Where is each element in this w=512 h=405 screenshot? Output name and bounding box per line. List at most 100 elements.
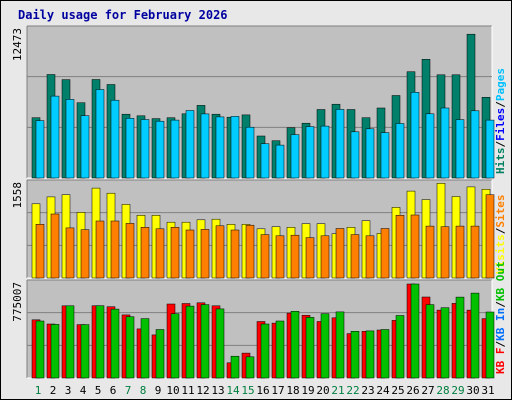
bar-sites-day-30 — [470, 225, 480, 279]
day-label-8: 8 — [140, 384, 147, 397]
bar-kb-out-day-22 — [350, 331, 360, 379]
panel-visits-legend-label: Visits/Sites — [494, 195, 507, 275]
bar-sites-day-11 — [185, 229, 195, 279]
legend-files-text: Files — [494, 108, 507, 141]
panel-kbytes-legend-label: KB F/KB In/KB Out — [494, 261, 507, 374]
bar-kb-out-day-12 — [200, 304, 210, 379]
bar-sites-day-29 — [455, 225, 465, 279]
bar-kb-out-day-14 — [230, 355, 240, 379]
panel-visits: 1558 Visits/Sites — [11, 179, 507, 279]
day-label-26: 26 — [406, 384, 419, 397]
bar-kb-out-day-3 — [65, 305, 75, 379]
day-label-17: 17 — [271, 384, 284, 397]
bar-kb-out-day-8 — [140, 318, 150, 379]
panel-kbytes-ymax-label: 775007 — [11, 282, 24, 322]
legend---text: / — [494, 301, 507, 308]
bar-pages-day-23 — [365, 128, 375, 179]
bar-sites-day-23 — [365, 235, 375, 279]
bar-kb-out-day-24 — [380, 329, 390, 379]
legend-hits-text: Hits — [494, 148, 507, 175]
day-label-15: 15 — [241, 384, 254, 397]
day-label-19: 19 — [301, 384, 314, 397]
bar-pages-day-2 — [50, 95, 60, 179]
bar-pages-day-31 — [485, 119, 495, 179]
bar-pages-day-3 — [65, 99, 75, 179]
bar-pages-day-14 — [230, 116, 240, 179]
bar-kb-out-day-16 — [260, 323, 270, 379]
bar-kb-out-day-4 — [80, 324, 90, 379]
bar-sites-day-10 — [170, 227, 180, 279]
day-labels: 1 2 3 4 5 6 7 8 9 10 11 12 13 14 15 16 17 18 19 20 21 22 23 24 2… — [35, 384, 495, 397]
bar-pages-day-18 — [290, 134, 300, 179]
bar-sites-day-2 — [50, 213, 60, 279]
bar-kb-out-day-5 — [95, 305, 105, 379]
panel-hits-legend-label: Hits/Files/Pages — [494, 68, 507, 174]
day-label-1: 1 — [35, 384, 42, 397]
panel-hits-ymax-label: 12473 — [11, 28, 24, 61]
day-label-18: 18 — [286, 384, 299, 397]
bar-sites-day-16 — [260, 234, 270, 279]
bar-sites-day-17 — [275, 235, 285, 279]
day-label-7: 7 — [125, 384, 132, 397]
bar-sites-day-27 — [425, 225, 435, 279]
bar-pages-day-11 — [185, 110, 195, 179]
bar-sites-day-31 — [485, 194, 495, 279]
day-label-3: 3 — [65, 384, 72, 397]
bar-pages-day-25 — [395, 123, 405, 179]
bar-pages-day-20 — [320, 125, 330, 179]
chart-title: Daily usage for February 2026 — [18, 8, 228, 22]
bar-pages-day-4 — [80, 115, 90, 179]
panel-kbytes: 775007 KB F/KB In/KB Out — [11, 261, 507, 379]
legend---text: / — [494, 141, 507, 148]
bar-pages-day-7 — [125, 118, 135, 179]
bar-kb-out-day-18 — [290, 311, 300, 379]
bar-kb-out-day-31 — [485, 311, 495, 379]
bar-kb-out-day-2 — [50, 324, 60, 379]
bar-kb-out-day-13 — [215, 308, 225, 379]
day-label-31: 31 — [481, 384, 494, 397]
day-label-21: 21 — [331, 384, 344, 397]
bar-pages-day-24 — [380, 132, 390, 179]
legend---text: / — [494, 341, 507, 348]
bar-kb-out-day-19 — [305, 317, 315, 379]
bar-sites-day-9 — [155, 228, 165, 279]
day-label-22: 22 — [346, 384, 359, 397]
bar-sites-day-26 — [410, 214, 420, 279]
day-label-12: 12 — [196, 384, 209, 397]
bar-pages-day-6 — [110, 99, 120, 179]
legend-kb-f-text: KB F — [494, 348, 507, 375]
bar-sites-day-19 — [305, 237, 315, 279]
bar-pages-day-17 — [275, 144, 285, 179]
bar-pages-day-30 — [470, 110, 480, 179]
bar-sites-day-21 — [335, 228, 345, 279]
day-label-29: 29 — [451, 384, 464, 397]
bar-kb-out-day-23 — [365, 330, 375, 379]
day-label-10: 10 — [166, 384, 179, 397]
bar-kb-out-day-20 — [320, 313, 330, 379]
day-label-25: 25 — [391, 384, 404, 397]
day-label-28: 28 — [436, 384, 449, 397]
day-label-5: 5 — [95, 384, 102, 397]
bar-kb-out-day-17 — [275, 320, 285, 379]
bar-sites-day-14 — [230, 229, 240, 279]
bar-kb-out-day-29 — [455, 296, 465, 379]
day-label-6: 6 — [110, 384, 117, 397]
day-label-11: 11 — [181, 384, 194, 397]
bar-sites-day-18 — [290, 234, 300, 279]
bar-sites-day-3 — [65, 227, 75, 279]
day-label-13: 13 — [211, 384, 224, 397]
legend-sites-text: Sites — [494, 195, 507, 228]
bar-pages-day-1 — [35, 120, 45, 179]
bar-pages-day-15 — [245, 126, 255, 179]
bar-pages-day-27 — [425, 113, 435, 179]
legend---text: / — [494, 227, 507, 234]
bar-sites-day-28 — [440, 226, 450, 279]
bar-sites-day-1 — [35, 224, 45, 279]
bar-kb-out-day-27 — [425, 304, 435, 379]
legend-kb-in-text: KB In — [494, 308, 507, 341]
legend---text: / — [494, 101, 507, 108]
bar-kb-out-day-15 — [245, 356, 255, 379]
day-label-14: 14 — [226, 384, 240, 397]
day-label-30: 30 — [466, 384, 479, 397]
bar-sites-day-4 — [80, 229, 90, 279]
